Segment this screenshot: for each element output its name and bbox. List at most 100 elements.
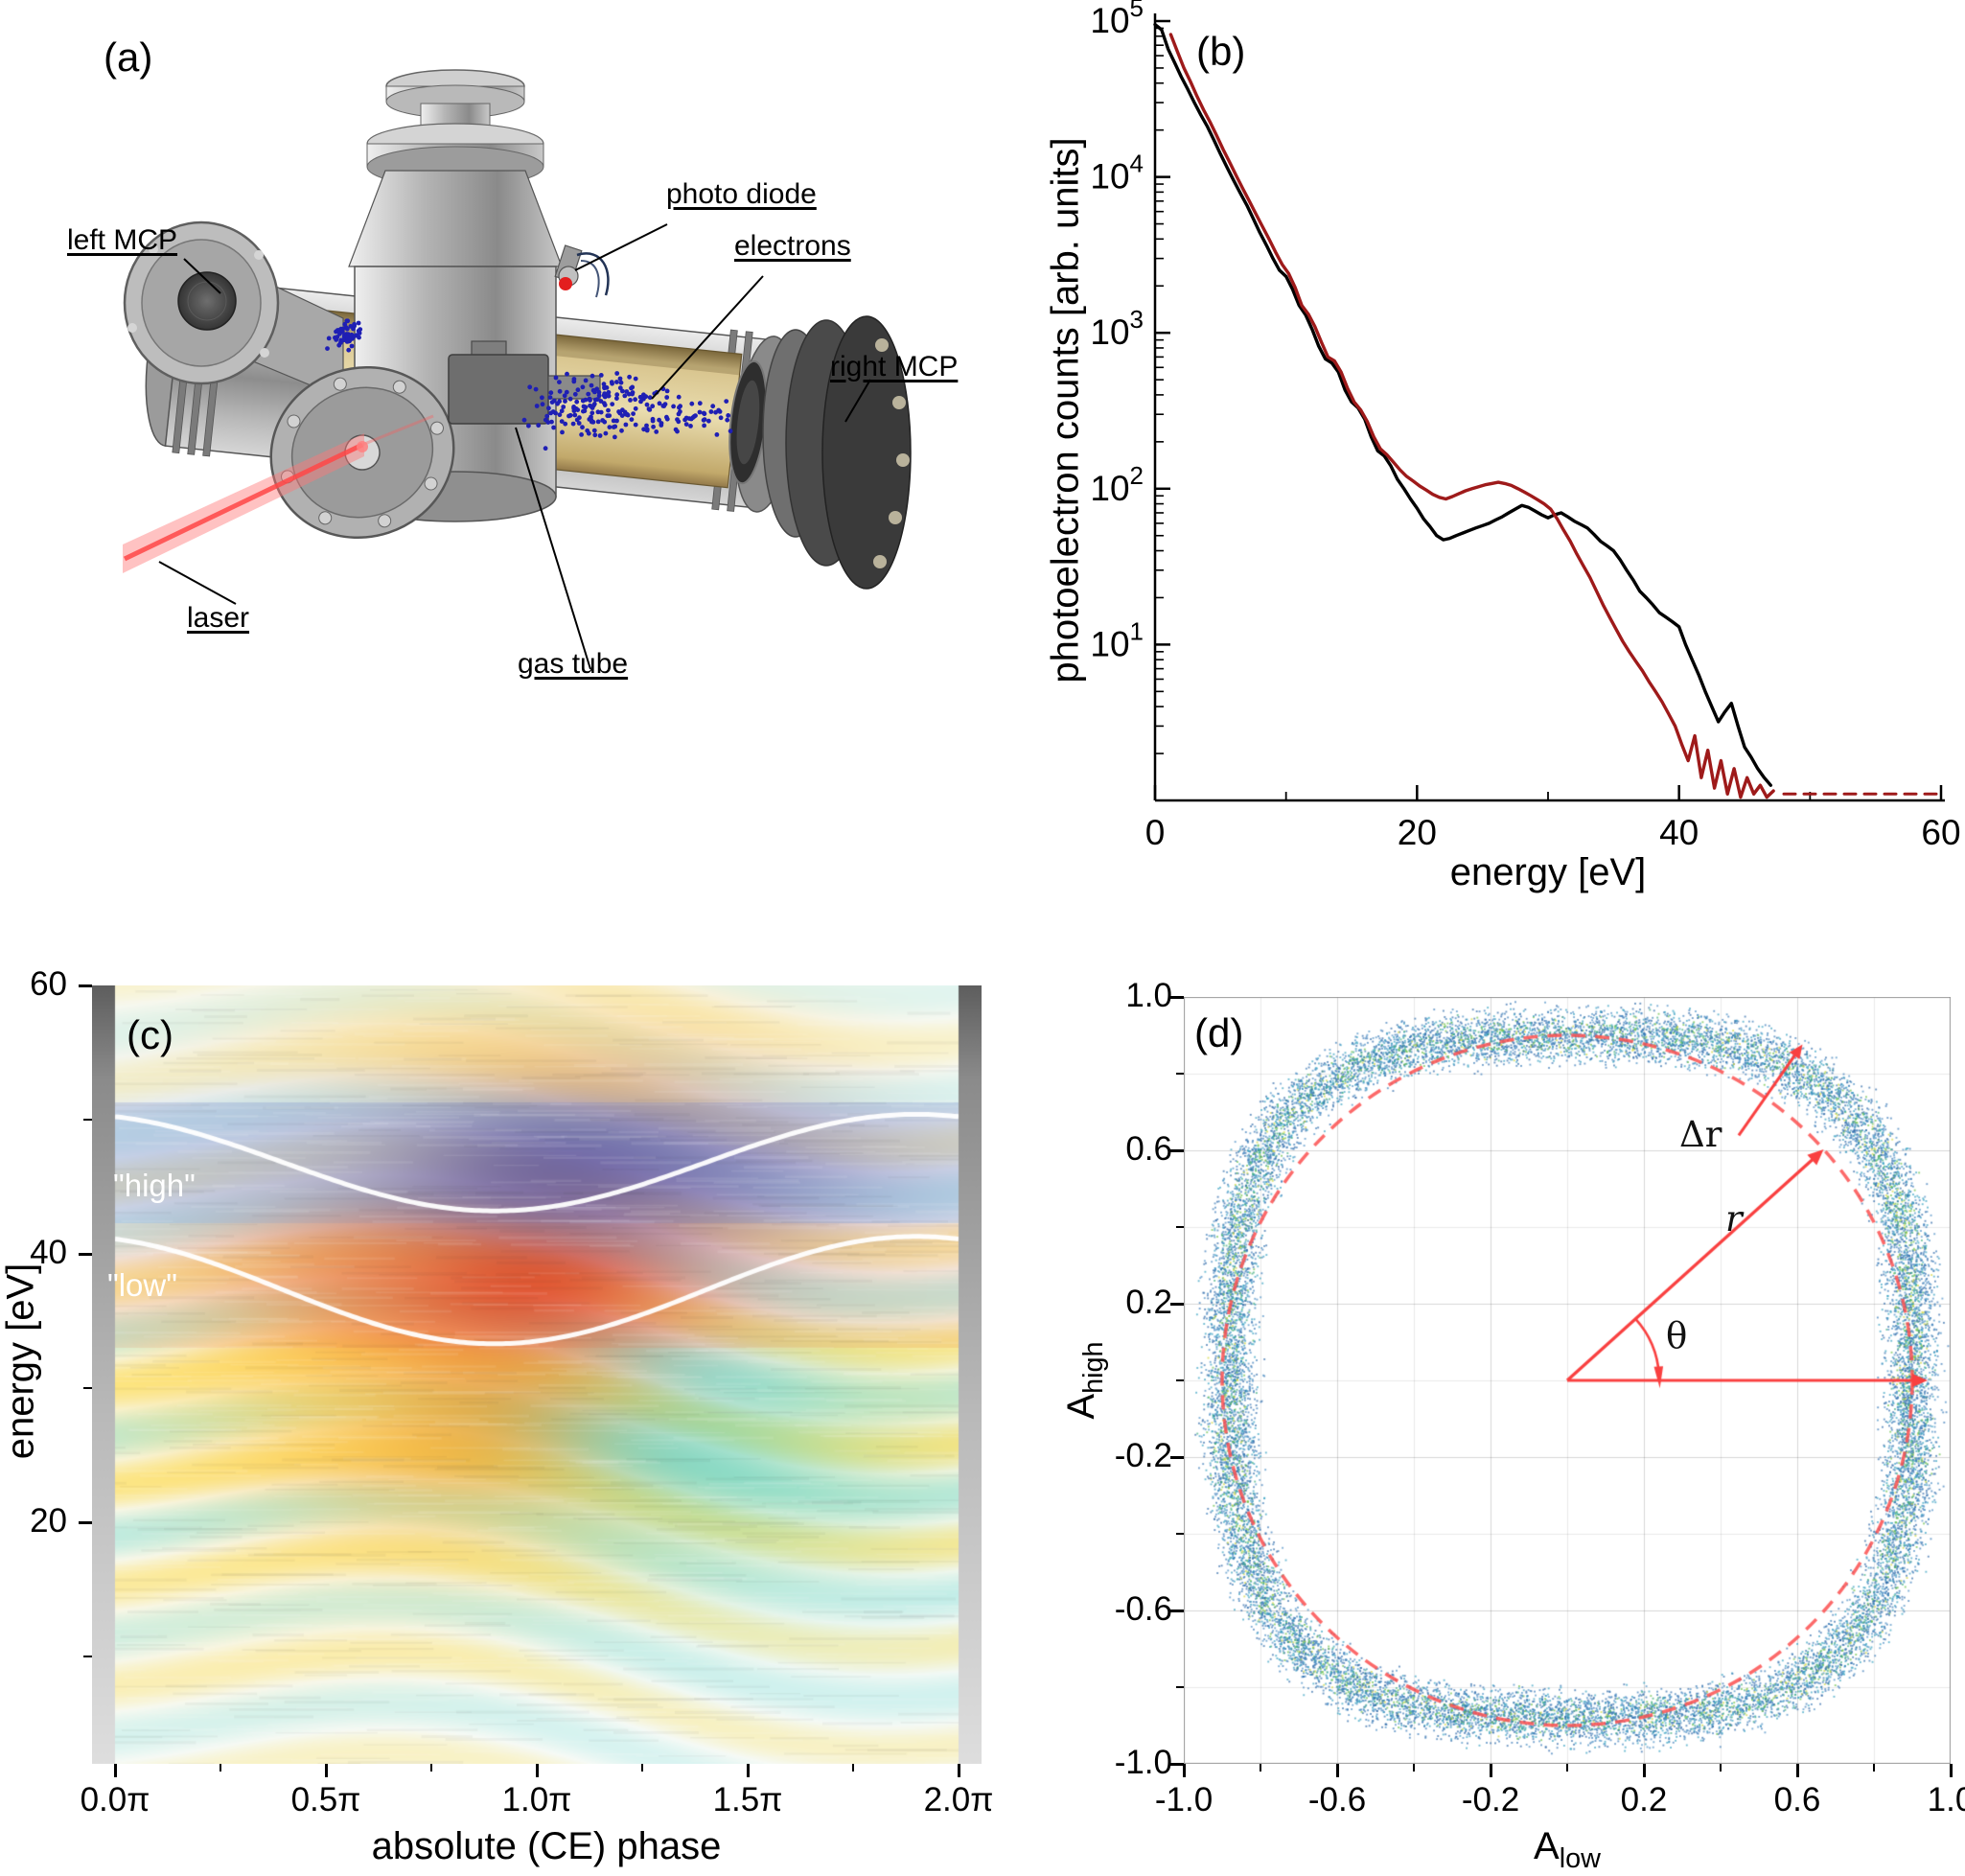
svg-text:20: 20 <box>1398 813 1437 852</box>
tick-label: 0.2 <box>1125 1284 1172 1321</box>
tick-mark <box>83 1119 92 1121</box>
panel-c-label: (c) <box>127 1012 173 1057</box>
tick-label: 1.5π <box>712 1781 783 1818</box>
tick-mark <box>83 1656 92 1657</box>
label-photo-diode: photo diode <box>666 178 817 210</box>
panel-d-label: (d) <box>1194 1010 1244 1055</box>
tick-mark <box>1720 1764 1722 1772</box>
tick-label: 0.6 <box>1773 1781 1821 1818</box>
apparatus-3d-drawing <box>123 69 912 670</box>
tick-mark <box>1642 1764 1646 1777</box>
laser-beam <box>123 414 434 573</box>
tick-mark <box>1170 995 1184 999</box>
tick-mark <box>79 984 92 987</box>
tick-label: 0.6 <box>1125 1130 1172 1168</box>
tick-label: 20 <box>30 1502 67 1540</box>
tick-label: 1.0 <box>1125 977 1172 1014</box>
tick-mark <box>957 1764 960 1777</box>
left-mcp-mesh <box>177 271 237 331</box>
tick-mark <box>1176 1686 1184 1688</box>
region-label-high: "high" <box>113 1168 196 1203</box>
svg-text:102: 102 <box>1090 461 1144 508</box>
c-yaxis-title: energy [eV] <box>0 1262 42 1460</box>
d-xaxis-sub: low <box>1559 1843 1601 1874</box>
label-right-mcp: right MCP <box>830 351 959 382</box>
tick-mark <box>1170 1302 1184 1306</box>
tick-label: -0.2 <box>1114 1437 1172 1474</box>
tick-mark <box>1182 1764 1186 1777</box>
photo-diode-red-dot <box>559 277 572 290</box>
tick-mark <box>1176 1379 1184 1381</box>
svg-text:105: 105 <box>1090 0 1144 40</box>
svg-text:103: 103 <box>1090 305 1144 352</box>
tick-label: 0.5π <box>290 1781 361 1818</box>
tick-mark <box>1335 1764 1339 1777</box>
tick-mark <box>1170 1148 1184 1152</box>
tick-mark <box>83 1387 92 1389</box>
tick-mark <box>1176 1073 1184 1075</box>
d-yaxis-title: Ahigh <box>1060 1341 1110 1419</box>
annotation-theta: θ <box>1666 1315 1688 1356</box>
tick-label: 1.0π <box>501 1781 572 1818</box>
d-yaxis-sub: high <box>1078 1341 1109 1394</box>
label-gas-tube: gas tube <box>518 648 629 680</box>
photoelectron-spectrum-chart: 0 20 40 60 101 102 103 104 105 <box>1090 0 1960 852</box>
tick-mark <box>1795 1764 1799 1777</box>
tick-mark <box>1260 1764 1261 1772</box>
left-mcp-assembly <box>123 220 344 400</box>
tick-mark <box>1873 1764 1875 1772</box>
label-electrons: electrons <box>734 230 851 262</box>
svg-text:104: 104 <box>1090 150 1144 197</box>
d-xaxis-base: A <box>1534 1825 1560 1867</box>
tick-label: -0.6 <box>1307 1781 1367 1818</box>
tick-mark <box>79 1520 92 1524</box>
tick-mark <box>1489 1764 1492 1777</box>
leader-lines <box>158 223 871 670</box>
tick-mark <box>535 1764 539 1777</box>
svg-text:101: 101 <box>1090 616 1144 663</box>
panel-b-label: (b) <box>1196 29 1246 74</box>
ce-phase-heatmap <box>92 985 982 1764</box>
tick-mark <box>1413 1764 1415 1772</box>
tick-mark <box>1176 1533 1184 1535</box>
tick-mark <box>79 1252 92 1256</box>
tick-mark <box>1170 1609 1184 1612</box>
tick-label: -0.2 <box>1461 1781 1520 1818</box>
tick-mark <box>1566 1764 1568 1772</box>
right-mcp-flange <box>762 315 912 590</box>
photo-diode <box>554 244 610 298</box>
tick-label: 1.0 <box>1927 1781 1965 1818</box>
tick-label: 0.2 <box>1620 1781 1668 1818</box>
tick-mark <box>1170 1762 1184 1766</box>
tick-mark <box>746 1764 750 1777</box>
c-xaxis-title: absolute (CE) phase <box>371 1825 722 1867</box>
tick-mark <box>1176 1226 1184 1228</box>
tick-label: -1.0 <box>1154 1781 1214 1818</box>
tick-label: 40 <box>30 1234 67 1271</box>
tick-label: -1.0 <box>1114 1744 1172 1781</box>
tick-mark <box>641 1764 643 1772</box>
tick-mark <box>1949 1764 1953 1777</box>
annotation-delta-r: Δr <box>1679 1114 1722 1155</box>
tick-mark <box>852 1764 854 1772</box>
tick-mark <box>1170 1455 1184 1459</box>
region-label-low: "low" <box>107 1267 177 1303</box>
parametric-ring-scatter <box>1184 997 1951 1764</box>
tick-mark <box>113 1764 117 1777</box>
d-yaxis-base: A <box>1060 1393 1102 1420</box>
d-xaxis-title: Alow <box>1184 1825 1951 1875</box>
annotation-r: r <box>1725 1198 1743 1239</box>
electron-cloud <box>325 318 733 452</box>
tick-mark <box>324 1764 328 1777</box>
b-yaxis-title: photoelectron counts [arb. units] <box>1044 137 1087 683</box>
tick-label: 2.0π <box>923 1781 994 1818</box>
label-left-mcp: left MCP <box>67 224 178 256</box>
label-laser: laser <box>187 602 250 634</box>
tick-mark <box>220 1764 221 1772</box>
tick-label: 0.0π <box>80 1781 150 1818</box>
b-xaxis-title: energy [eV] <box>1449 851 1647 893</box>
svg-text:0: 0 <box>1145 813 1166 852</box>
tick-mark <box>430 1764 432 1772</box>
panel-a-label: (a) <box>104 35 153 80</box>
